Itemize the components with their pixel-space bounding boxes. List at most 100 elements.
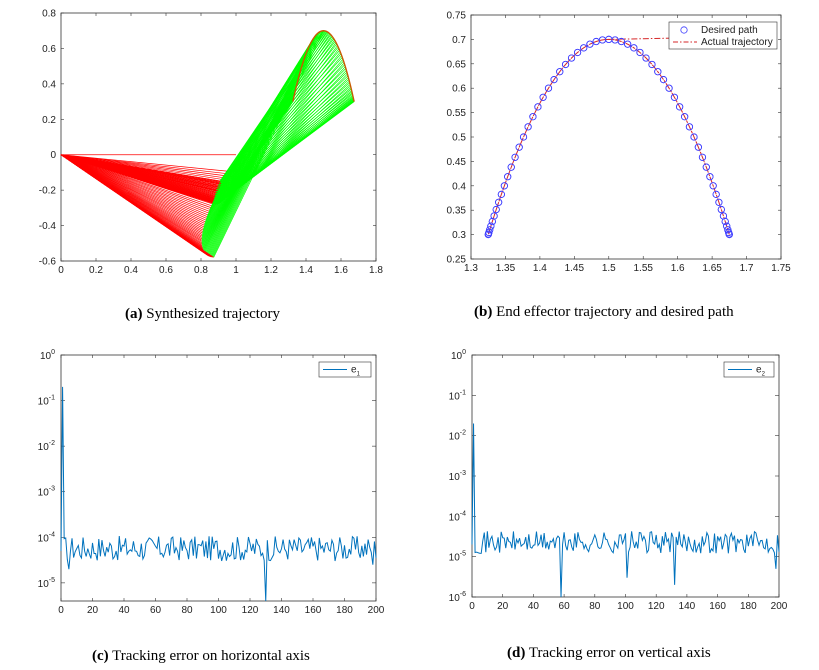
y-tick-label: -0.4 <box>39 221 57 232</box>
link2-line <box>211 60 304 205</box>
x-tick-label: 40 <box>118 605 130 616</box>
x-tick-label: 120 <box>242 605 259 616</box>
caption-a: (a) Synthesized trajectory <box>125 306 280 323</box>
desired-path-point <box>515 143 523 151</box>
link1-line <box>60 154 214 258</box>
x-tick-label: 60 <box>559 601 571 612</box>
y-tick-label: 0.75 <box>447 11 467 22</box>
caption-b-tag: (b) <box>474 304 493 320</box>
desired-path-point <box>495 198 503 206</box>
legend-marker-desired <box>680 26 688 34</box>
x-tick-label: 60 <box>150 605 162 616</box>
y-tick-label: 10-5 <box>38 577 55 590</box>
caption-d-tag: (d) <box>507 645 526 661</box>
desired-path-point <box>654 68 662 76</box>
desired-path-point <box>490 212 498 220</box>
desired-path-point <box>511 153 519 161</box>
desired-path-point <box>519 133 528 141</box>
desired-path-point <box>676 103 684 111</box>
desired-path-point <box>598 36 607 44</box>
y-tick-label: 0.5 <box>452 133 466 144</box>
x-tick-label: 1.55 <box>633 263 653 274</box>
x-tick-label: 1.65 <box>702 263 722 274</box>
x-tick-label: 100 <box>210 605 227 616</box>
link1-line <box>60 154 233 175</box>
desired-path-point <box>507 163 515 171</box>
x-tick-label: 20 <box>87 605 99 616</box>
x-tick-label: 1.45 <box>565 263 585 274</box>
x-tick-label: 140 <box>273 605 290 616</box>
x-tick-label: 0 <box>58 265 64 276</box>
x-tick-label: 0.2 <box>89 265 103 276</box>
desired-path-point <box>702 163 710 171</box>
x-tick-label: 0.8 <box>194 265 208 276</box>
y-tick-label: 0.6 <box>452 84 466 95</box>
desired-path-point <box>630 44 638 52</box>
y-tick-label: 0.8 <box>42 9 56 20</box>
legend-label: e1 <box>351 365 361 378</box>
x-tick-label: 1 <box>233 265 239 276</box>
desired-path-point <box>539 93 547 101</box>
link2-line <box>212 57 306 203</box>
y-tick-label: 10-2 <box>449 430 466 443</box>
x-tick-label: 0.4 <box>124 265 138 276</box>
desired-path-point <box>636 48 644 57</box>
x-tick-label: 200 <box>771 601 788 612</box>
y-tick-label: 10-2 <box>38 440 55 453</box>
desired-path-point <box>685 123 694 131</box>
desired-path-point <box>712 190 720 198</box>
x-tick-label: 1.4 <box>299 265 313 276</box>
desired-path-point <box>624 40 632 48</box>
y-tick-label: 0.7 <box>452 35 466 46</box>
desired-path-point <box>504 173 512 181</box>
desired-path-point <box>665 84 673 92</box>
y-tick-label: 0.25 <box>447 255 467 266</box>
desired-path-point <box>550 76 558 84</box>
desired-path-point <box>556 68 564 76</box>
plot-d-axes-box <box>471 354 780 598</box>
plot-tracking-error-horizontal: 0 20 40 60 80 100 120 140 160 180 200 100 10-1 10-2 10… <box>38 349 385 616</box>
link2-line <box>213 53 307 201</box>
y-tick-label: 10-1 <box>449 389 466 402</box>
desired-path-point <box>492 205 500 214</box>
x-tick-label: 180 <box>336 605 353 616</box>
y-tick-label: 0.3 <box>452 230 466 241</box>
x-tick-label: 1.7 <box>740 263 754 274</box>
x-tick-label: 1.75 <box>771 263 791 274</box>
y-tick-label: -0.2 <box>39 186 57 197</box>
desired-path-point <box>690 133 698 141</box>
caption-d-text: Tracking error on vertical axis <box>528 645 711 661</box>
plot-synthesized-trajectory: 0 0.2 0.4 0.6 0.8 1 1.2 1.4 1.6 1.8 -0.6 -0.4 -0.2 0 0… <box>39 9 384 277</box>
desired-path-point <box>694 143 702 151</box>
x-tick-label: 100 <box>617 601 634 612</box>
y-tick-label: 10-3 <box>38 486 55 499</box>
y-tick-label: 10-1 <box>38 395 55 408</box>
desired-path-point <box>715 198 723 206</box>
link2-line <box>209 35 316 257</box>
robot-links <box>60 30 355 258</box>
desired-path-point <box>524 123 532 131</box>
x-tick-label: 180 <box>740 601 757 612</box>
y-tick-label: 0.4 <box>42 79 56 90</box>
desired-path-point <box>534 103 542 111</box>
x-tick-label: 1.35 <box>496 263 516 274</box>
x-tick-label: 1.8 <box>369 265 383 276</box>
legend-label-desired: Desired path <box>701 25 758 36</box>
link2-line <box>208 37 315 257</box>
desired-path-point <box>648 60 656 69</box>
x-tick-label: 1.3 <box>464 263 478 274</box>
legend: e1 <box>318 361 372 378</box>
plot-b-axes-box <box>470 14 782 260</box>
y-tick-label: -0.6 <box>39 257 57 268</box>
desired-path-point <box>709 182 717 190</box>
desired-path-markers <box>484 35 733 239</box>
y-tick-label: 10-4 <box>38 531 55 544</box>
desired-path-point <box>586 40 594 48</box>
desired-path-point <box>642 54 650 62</box>
x-tick-label: 120 <box>648 601 665 612</box>
link2-line <box>210 33 318 257</box>
x-tick-label: 0 <box>58 605 64 616</box>
caption-c: (c) Tracking error on horizontal axis <box>92 648 310 665</box>
